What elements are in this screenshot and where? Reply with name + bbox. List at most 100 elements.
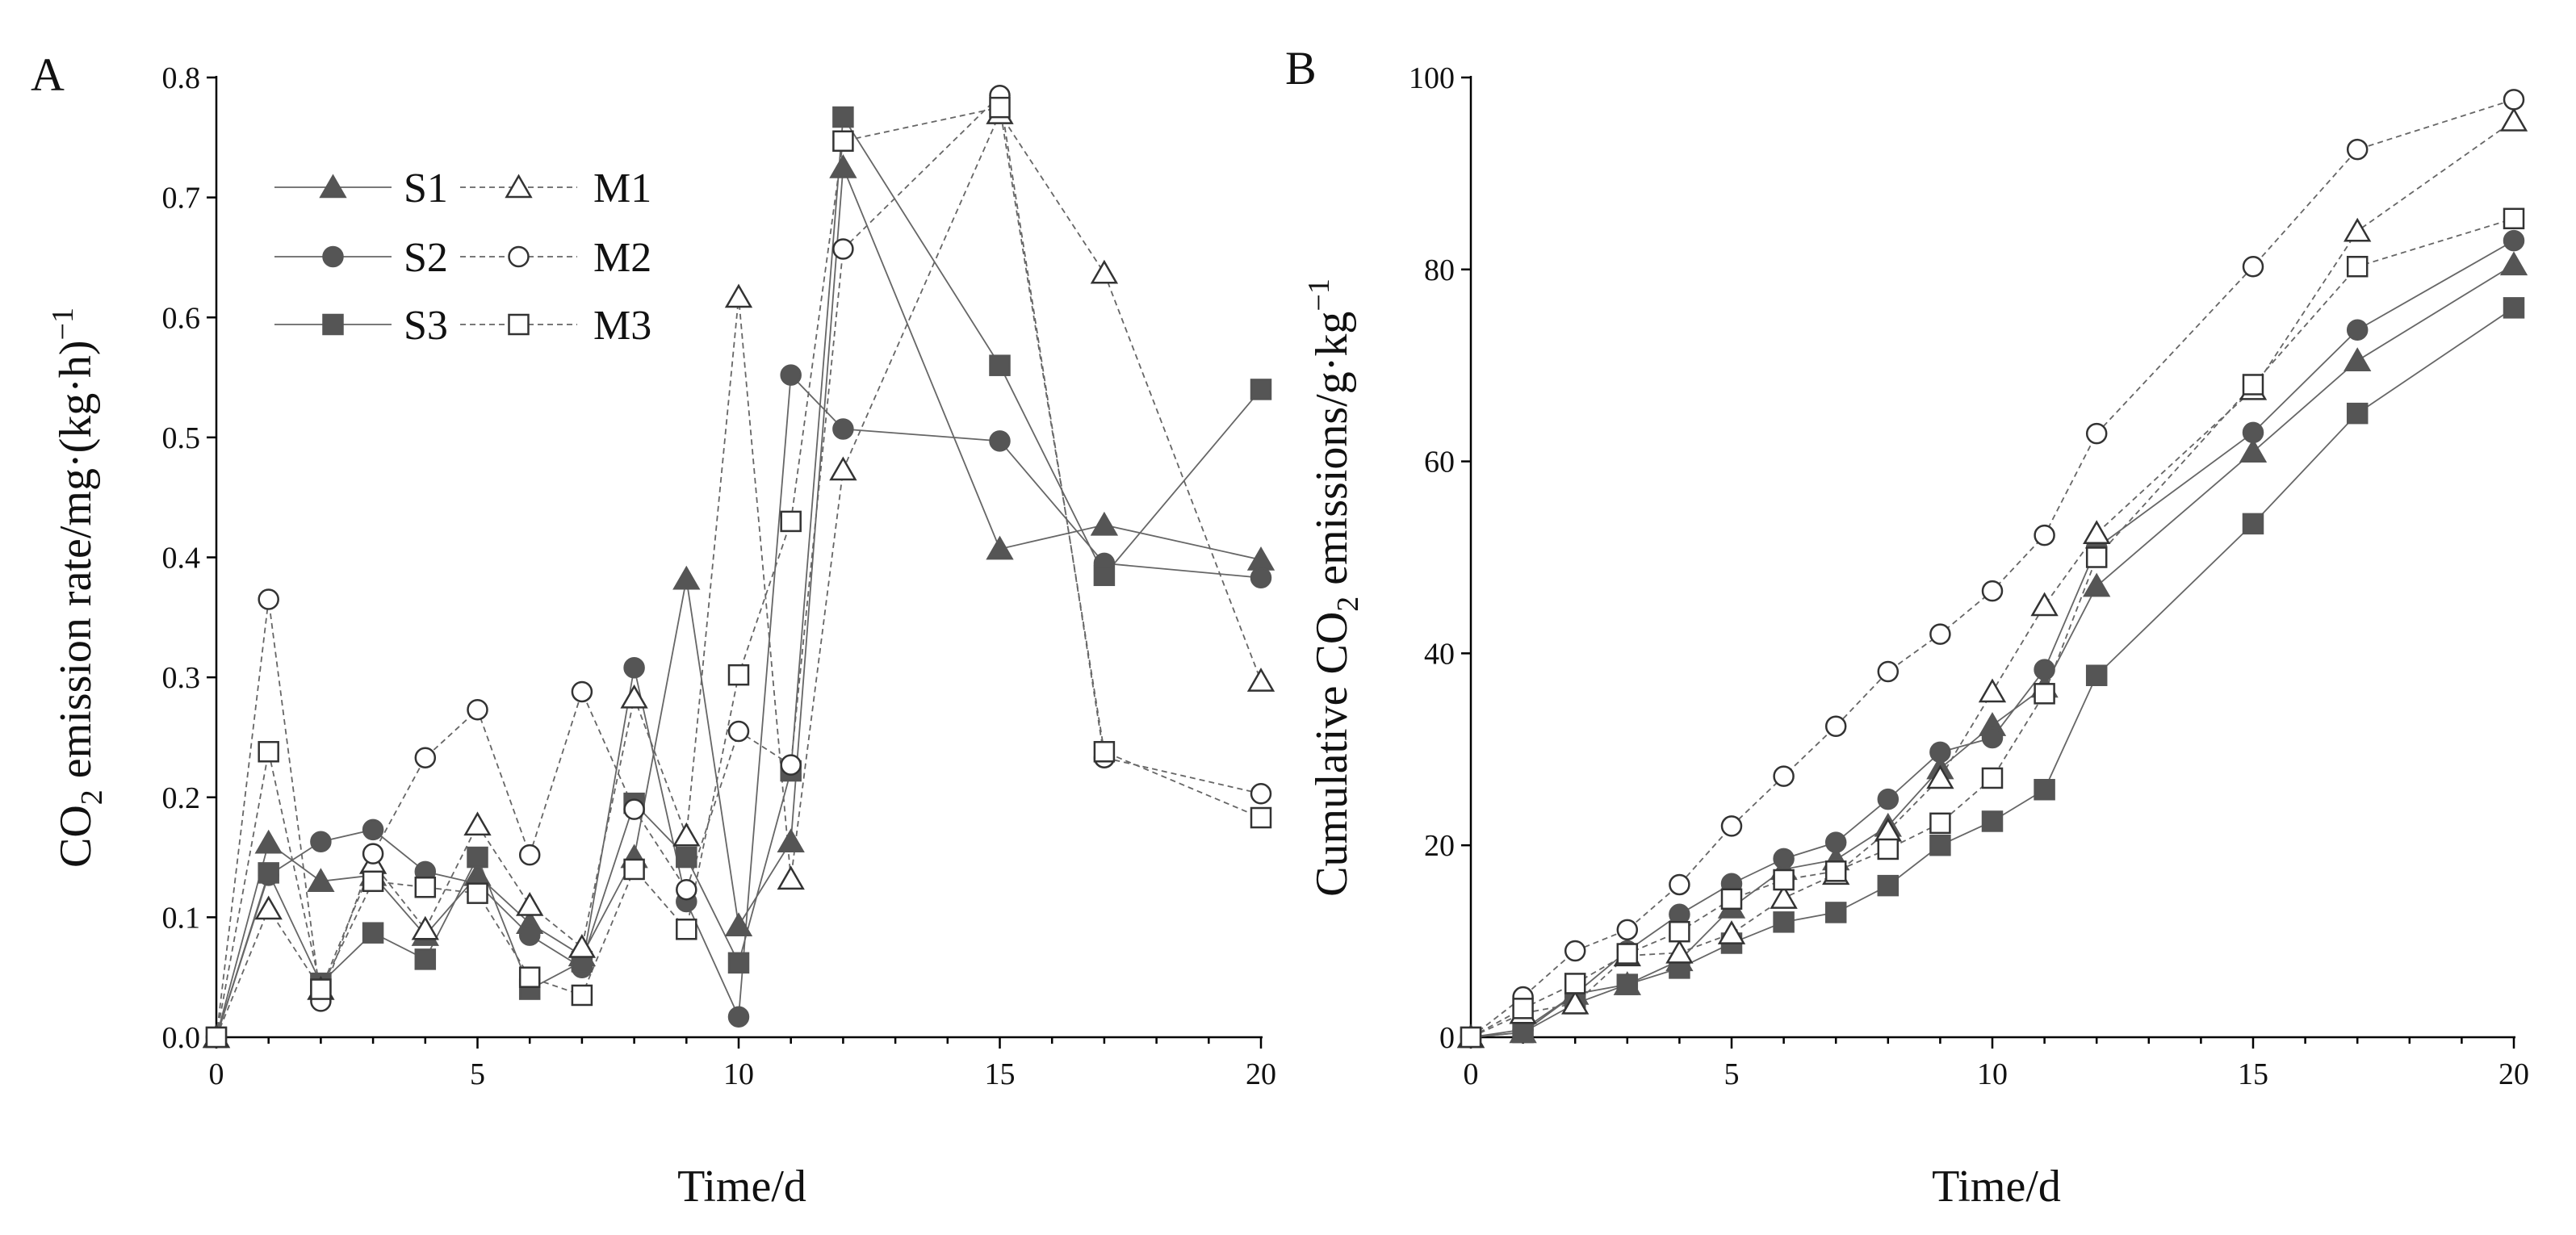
panel-a-legend-label-s1: S1 (404, 165, 448, 211)
panel-a-point-s2 (832, 418, 854, 440)
panel-a-point-s3 (727, 952, 750, 974)
panel-b-point-s3 (2503, 297, 2525, 319)
panel-a-x-tick-label: 10 (723, 1057, 754, 1091)
panel-a-axes: 0.0 0.1 0.2 0.3 0.4 0.5 0.6 0.7 0.8 0 5 10 15 20 (162, 61, 1277, 1091)
panel-a-point-m2 (571, 680, 593, 703)
panel-a-point-m3 (1250, 806, 1272, 829)
panel-b-y-tick-label: 60 (1424, 446, 1455, 479)
panel-a-x-tick-label: 0 (209, 1057, 224, 1091)
panel-a-y-tick-label: 0.7 (162, 182, 201, 216)
panel-a-series-layer (202, 85, 1275, 1049)
panel-a-point-m2 (832, 238, 854, 260)
panel-b-point-m3 (1824, 860, 1847, 882)
panel-b-point-s2 (2034, 659, 2055, 680)
panel-a-point-m3 (727, 664, 750, 686)
panel-b-point-s2 (1773, 848, 1795, 870)
panel-b-point-m2 (1877, 660, 1900, 683)
panel-b-y-tick-label: 20 (1424, 829, 1455, 863)
panel-b-point-m3 (1616, 943, 1639, 965)
panel-a-point-m3 (467, 882, 488, 904)
panel-b-y-title-units: emissions/g·kg (1307, 312, 1357, 597)
panel-a-point-m1 (1246, 668, 1275, 692)
panel-b-point-m1 (2083, 520, 2111, 545)
panel-a-point-s2 (518, 924, 541, 946)
panel-b-point-m1 (1978, 678, 2007, 703)
panel-b-x-axis-title: Time/d (1932, 1162, 2061, 1212)
panel-a-point-m2 (676, 878, 697, 901)
panel-b-point-m3 (1877, 838, 1900, 860)
panel-b-point-m3 (1720, 888, 1743, 911)
panel-b-point-m2 (1720, 815, 1743, 837)
panel-b-point-m3 (2242, 374, 2264, 396)
panel-a-point-s1 (724, 912, 753, 937)
panel-a-point-m3 (518, 966, 541, 988)
panel-a-point-m2 (258, 588, 279, 610)
panel-a-chart: A Time/d CO2 emission rate/mg·(kg·h)−1 0… (31, 48, 1276, 1212)
panel-b-point-m2 (2085, 422, 2108, 445)
panel-a-y-tick-label: 0.0 (162, 1021, 201, 1055)
panel-a-series-line-s3 (216, 115, 1262, 1038)
panel-a-point-m3 (414, 876, 437, 898)
panel-b-point-m1 (1561, 990, 1590, 1015)
panel-a-point-s3 (1250, 379, 1272, 400)
panel-b-point-s3 (1981, 810, 2004, 832)
panel-a-legend-marker-m3 (508, 313, 530, 336)
panel-a-x-tick-label: 20 (1246, 1057, 1276, 1091)
panel-a-point-s3 (258, 862, 279, 884)
panel-b-series-line-m1 (1470, 119, 2515, 1038)
panel-b-point-m2 (1616, 919, 1639, 941)
panel-a-point-s1 (672, 565, 701, 590)
panel-a-legend-label-m2: M2 (593, 235, 651, 281)
panel-b-point-m3 (2503, 207, 2525, 230)
panel-b-point-m3 (1512, 998, 1534, 1019)
panel-a-legend: S1 S2 S3 M1 M2 M3 (274, 165, 651, 349)
panel-b-series-line-s3 (1470, 307, 2515, 1038)
panel-b-point-m2 (2503, 89, 2525, 111)
panel-b-y-tick-label: 0 (1439, 1021, 1455, 1055)
panel-b-y-tick-label: 80 (1424, 253, 1455, 287)
panel-a-point-m1 (777, 865, 805, 890)
panel-a-point-m1 (254, 895, 283, 920)
panel-a-series-line-s1 (216, 167, 1262, 1038)
panel-b-point-m2 (1929, 623, 1951, 645)
panel-b-point-s2 (2503, 229, 2525, 252)
panel-a-point-s1 (1090, 511, 1119, 536)
panel-a-point-s3 (1093, 564, 1116, 587)
panel-b-y-tick-label: 40 (1424, 637, 1455, 671)
panel-b-point-m1 (1665, 939, 1694, 964)
panel-a-point-m3 (1093, 741, 1116, 763)
panel-a-point-s1 (307, 868, 335, 893)
panel-b-point-s3 (2346, 402, 2369, 425)
panel-a-point-s2 (623, 656, 645, 679)
panel-a-point-m3 (623, 858, 645, 881)
panel-a-point-s2 (362, 818, 384, 841)
panel-a-y-tick-label: 0.1 (162, 901, 201, 935)
panel-a-y-tick-label: 0.3 (162, 661, 201, 695)
panel-a-legend-label-m1: M1 (593, 165, 651, 211)
panel-a-y-title-main: CO (51, 805, 101, 868)
panel-b-point-m2 (1981, 580, 2004, 602)
panel-b-y-tick-label: 100 (1409, 61, 1455, 95)
panel-b-axes: 0 20 40 60 80 100 0 5 10 15 20 (1409, 61, 2529, 1091)
panel-a-y-title-units: emission rate/mg·(kg·h) (51, 340, 101, 789)
panel-b-point-m2 (1824, 715, 1847, 738)
panel-b-point-m3 (1981, 767, 2004, 789)
panel-a-legend-label-m3: M3 (593, 303, 651, 349)
panel-a-point-m1 (568, 934, 597, 958)
panel-a-y-tick-label: 0.4 (162, 542, 201, 576)
panel-a-x-tick-label: 15 (985, 1057, 1016, 1091)
panel-b-series-line-s1 (1470, 264, 2515, 1038)
panel-b-y-axis-title: Cumulative CO2 emissions/g·kg−1 (1302, 278, 1365, 897)
panel-b-point-s3 (1824, 902, 1847, 923)
panel-a-legend-marker-s3 (322, 313, 344, 336)
panel-b-point-m1 (2030, 592, 2059, 617)
panel-b-point-m2 (2034, 524, 2055, 546)
panel-b-point-m1 (1926, 764, 1954, 789)
panel-b-x-tick-label: 20 (2499, 1057, 2529, 1091)
panel-a-x-axis-title: Time/d (677, 1162, 806, 1212)
panel-b-point-s2 (1824, 831, 1847, 853)
panel-b-point-m3 (2034, 683, 2055, 705)
panel-a-legend-label-s3: S3 (404, 303, 448, 349)
panel-a-x-tick-label: 5 (470, 1057, 485, 1091)
